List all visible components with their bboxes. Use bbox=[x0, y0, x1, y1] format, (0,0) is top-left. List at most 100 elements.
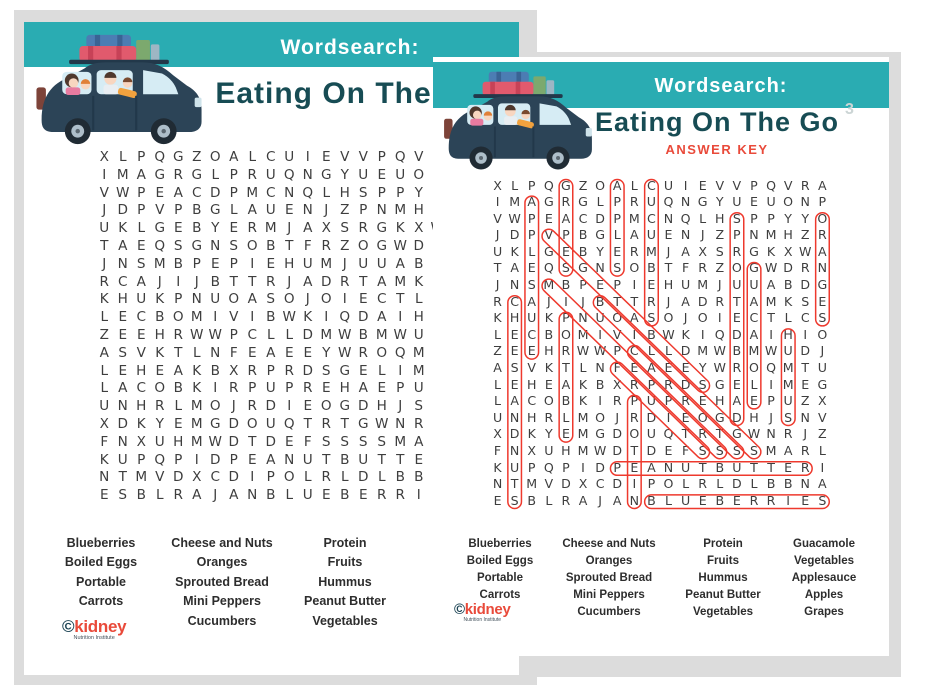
grid-cell: M bbox=[412, 362, 425, 379]
grid-cell: W bbox=[208, 433, 222, 450]
grid-cell: F bbox=[303, 237, 312, 254]
grid-cell: W bbox=[282, 309, 296, 326]
grid-cell: X bbox=[99, 415, 109, 432]
grid-cell: L bbox=[322, 184, 331, 201]
grid-cell: K bbox=[192, 362, 202, 379]
grid-cell: O bbox=[731, 260, 742, 276]
grid-cell: A bbox=[766, 277, 776, 293]
grid-cell: M bbox=[748, 343, 760, 359]
grid-cell: L bbox=[248, 149, 257, 165]
grid-cell: B bbox=[173, 380, 183, 397]
grid-cell: S bbox=[358, 184, 368, 201]
grid-cell: O bbox=[783, 194, 794, 210]
grid-cell: X bbox=[527, 443, 537, 458]
grid-cell: B bbox=[266, 487, 276, 504]
grid-cell: I bbox=[250, 309, 255, 326]
grid-cell: M bbox=[394, 433, 407, 450]
grid-cell: E bbox=[358, 487, 368, 504]
grid-cell: O bbox=[376, 344, 388, 361]
grid-cell: H bbox=[376, 398, 387, 415]
grid-cell: Q bbox=[543, 177, 554, 193]
word-list-item: Hummus bbox=[318, 574, 372, 589]
grid-cell: B bbox=[578, 227, 588, 243]
grid-cell: D bbox=[358, 469, 369, 486]
grid-cell: A bbox=[99, 344, 109, 361]
grid-cell: R bbox=[647, 293, 656, 309]
grid-cell: R bbox=[358, 220, 368, 237]
grid-cell: O bbox=[154, 380, 166, 397]
grid-cell: M bbox=[765, 227, 777, 243]
grid-cell: A bbox=[818, 243, 827, 259]
grid-cell: B bbox=[783, 476, 793, 492]
grid-cell: H bbox=[509, 310, 520, 326]
grid-cell: X bbox=[783, 243, 793, 259]
grid-cell: A bbox=[136, 273, 146, 290]
grid-cell: R bbox=[629, 409, 639, 425]
grid-cell: P bbox=[396, 380, 405, 397]
word-list-item: Fruits bbox=[327, 555, 363, 570]
grid-cell: V bbox=[340, 149, 350, 165]
grid-cell: U bbox=[302, 487, 313, 504]
grid-cell: P bbox=[229, 451, 238, 468]
grid-cell: G bbox=[595, 227, 605, 243]
word-list-item: Blueberries bbox=[468, 538, 532, 550]
grid-cell: E bbox=[749, 393, 758, 409]
grid-cell: X bbox=[321, 220, 331, 237]
grid-cell: E bbox=[544, 376, 553, 392]
grid-cell: U bbox=[783, 343, 793, 359]
grid-cell: P bbox=[229, 184, 238, 201]
grid-cell: T bbox=[664, 260, 673, 276]
grid-cell: C bbox=[266, 149, 276, 165]
word-list-item: Fruits bbox=[707, 555, 739, 567]
grid-cell: F bbox=[613, 360, 621, 376]
grid-cell: G bbox=[357, 415, 369, 432]
grid-cell: T bbox=[613, 293, 622, 309]
grid-cell: D bbox=[265, 398, 276, 415]
grid-cell: M bbox=[153, 255, 166, 272]
grid-cell: G bbox=[376, 237, 388, 254]
grid-cell: W bbox=[338, 326, 352, 343]
grid-cell: S bbox=[732, 443, 741, 458]
grid-cell: D bbox=[612, 426, 623, 442]
grid-cell: I bbox=[495, 194, 500, 210]
grid-cell: J bbox=[666, 243, 671, 259]
word-list-item: Boiled Eggs bbox=[466, 555, 534, 567]
grid-cell: H bbox=[783, 227, 793, 243]
grid-cell: V bbox=[544, 476, 554, 492]
grid-cell: N bbox=[800, 194, 810, 210]
grid-cell: E bbox=[698, 177, 707, 193]
grid-cell: I bbox=[213, 380, 218, 397]
grid-cell: X bbox=[493, 426, 502, 442]
grid-cell: B bbox=[783, 277, 793, 293]
grid-cell: C bbox=[192, 184, 202, 201]
grid-cell: K bbox=[118, 220, 128, 237]
grid-cell: L bbox=[528, 243, 536, 259]
grid-cell: U bbox=[544, 443, 554, 458]
grid-cell: L bbox=[211, 166, 220, 183]
grid-cell: I bbox=[102, 166, 107, 183]
grid-cell: Y bbox=[698, 360, 707, 376]
grid-cell: S bbox=[118, 487, 128, 504]
grid-cell: T bbox=[174, 344, 183, 361]
grid-cell: B bbox=[266, 237, 276, 254]
grid-cell: R bbox=[303, 380, 313, 397]
grid-cell: N bbox=[210, 344, 221, 361]
grid-cell: J bbox=[305, 291, 310, 308]
grid-cell: F bbox=[681, 443, 690, 458]
grid-cell: S bbox=[321, 362, 331, 379]
grid-cell: G bbox=[714, 376, 725, 392]
grid-cell: Q bbox=[766, 360, 776, 376]
grid-cell: T bbox=[630, 293, 639, 309]
grid-cell: U bbox=[680, 277, 691, 293]
grid-cell: S bbox=[377, 433, 387, 450]
grid-cell: K bbox=[578, 376, 588, 392]
grid-cell: U bbox=[154, 433, 165, 450]
grid-cell: T bbox=[767, 310, 775, 326]
grid-cell: E bbox=[284, 433, 294, 450]
grid-cell: U bbox=[413, 326, 424, 343]
grid-cell: U bbox=[646, 194, 656, 210]
grid-cell: T bbox=[698, 459, 707, 475]
